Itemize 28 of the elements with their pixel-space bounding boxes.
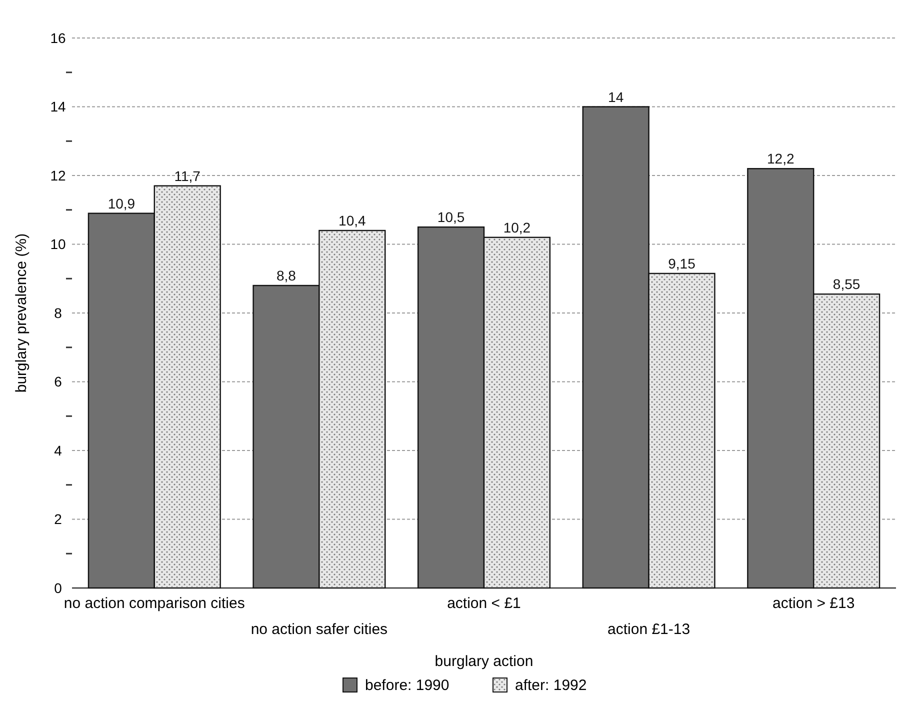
data-label: 12,2 [767,150,794,167]
data-label: 10,2 [503,219,531,236]
data-label: 9,15 [668,255,696,272]
legend-label: before: 1990 [365,677,450,694]
y-tick-label: 12 [50,167,66,184]
y-tick-label: 4 [54,442,62,458]
x-tick-label: action £1-13 [608,621,690,638]
x-tick-label: action > £13 [772,595,855,612]
data-label: 14 [608,88,624,105]
data-label: 8,8 [276,268,296,284]
y-tick-label: 2 [54,511,62,528]
data-label: 10,9 [108,195,136,212]
data-label: 8,55 [832,276,860,292]
y-tick-label: 14 [50,98,66,115]
y-tick-label: 0 [54,580,62,596]
y-tick-label: 10 [50,236,66,252]
data-label: 10,5 [437,209,465,226]
data-label: 11,7 [174,168,201,184]
y-tick-label: 16 [50,30,66,46]
data-label: 10,4 [338,212,366,228]
x-tick-label: no action safer cities [250,621,388,638]
y-axis-title: burglary prevalence (%) [13,233,30,393]
x-tick-label: no action comparison cities [64,595,245,612]
y-tick-label: 8 [54,304,62,321]
x-axis-title: burglary action [434,653,534,670]
x-tick-label: action < £1 [447,595,521,612]
legend-label: after: 1992 [515,677,587,694]
y-tick-label: 6 [54,374,62,390]
